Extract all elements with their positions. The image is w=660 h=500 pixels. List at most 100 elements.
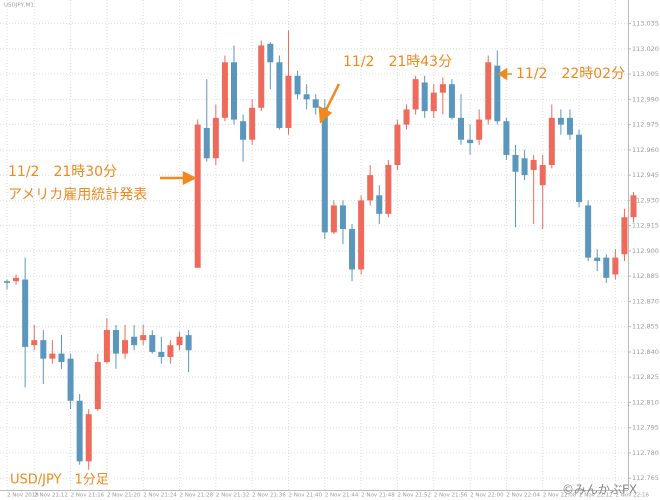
candle-body: [394, 124, 401, 166]
candle-body: [594, 257, 601, 261]
candle-body: [294, 75, 301, 95]
annotation: 11/2 21時43分: [343, 54, 452, 70]
candle-body: [94, 362, 101, 410]
x-tick-label: 2 Nov 21:44: [325, 493, 359, 499]
candle-body: [566, 117, 573, 135]
x-tick-label: 2 Nov 22:16: [615, 493, 649, 499]
y-tick-label: 112.885: [632, 272, 659, 280]
candle-body: [103, 330, 110, 363]
y-tick-label: 113.035: [632, 20, 659, 28]
arrow-head: [497, 67, 508, 81]
x-tick-label: 2 Nov 21:40: [288, 493, 322, 499]
x-tick-label: 2 Nov 21:24: [143, 493, 177, 499]
x-tick-label: 2 Nov 22:00: [470, 493, 504, 499]
candle-body: [185, 335, 192, 351]
symbol-info: USDJPY,M1: [4, 3, 34, 9]
candle-body: [548, 117, 555, 166]
candles: [4, 30, 637, 470]
y-tick-label: 112.900: [632, 247, 659, 255]
y-tick-label: 112.780: [632, 449, 659, 457]
x-tick-label: 2 Nov 22:04: [506, 493, 540, 499]
candle-body: [585, 205, 592, 258]
x-tick-label: 2 Nov 22:08: [543, 493, 577, 499]
candle-body: [458, 117, 464, 140]
candle-body: [376, 195, 383, 214]
annotation: 11/2 21時30分: [8, 164, 117, 180]
candle-body: [176, 336, 183, 346]
x-tick-label: 2 Nov 21:52: [397, 493, 431, 499]
candle-body: [267, 43, 274, 63]
candle-body: [122, 340, 129, 354]
arrows: [160, 67, 512, 186]
x-tick-label: 2 Nov 21:12: [34, 493, 68, 499]
candle-body: [140, 335, 147, 341]
candle-body: [321, 107, 328, 233]
y-tick-label: 112.765: [632, 474, 659, 482]
y-tick-label: 112.930: [632, 196, 659, 204]
candle-body: [258, 45, 265, 108]
y-tick-label: 112.840: [632, 348, 659, 356]
x-tick-label: 2 Nov 21:36: [252, 493, 286, 499]
candle-body: [31, 340, 38, 346]
caption: USD/JPY 1分足: [10, 473, 109, 488]
arrow-head: [182, 170, 197, 186]
candle-body: [448, 84, 455, 118]
y-tick-label: 112.870: [632, 297, 659, 305]
y-tick-label: 113.005: [632, 70, 659, 78]
candle-body: [158, 351, 165, 357]
candle-body: [312, 99, 319, 108]
candle-body: [149, 335, 156, 352]
candle-body: [131, 336, 138, 346]
x-tick-label: 2 Nov 21:48: [361, 493, 395, 499]
y-tick-label: 112.855: [632, 323, 659, 331]
candle-body: [58, 353, 65, 363]
x-tick-label: 2 Nov 21:32: [216, 493, 250, 499]
candle-body: [76, 400, 83, 462]
candle-body: [212, 117, 219, 159]
grid: [0, 0, 628, 490]
candle-body: [557, 117, 564, 125]
candle-body: [385, 165, 392, 214]
y-tick-label: 113.020: [632, 45, 659, 53]
candle-body: [67, 358, 74, 401]
arrow: [323, 83, 341, 113]
candle-body: [439, 84, 446, 93]
candle-body: [349, 229, 356, 270]
candle-body: [40, 340, 47, 359]
candle-body: [521, 158, 528, 176]
candle-body: [276, 62, 283, 128]
x-tick-label: 2 Nov 21:16: [71, 493, 105, 499]
candle-body: [22, 279, 29, 347]
y-tick-label: 112.975: [632, 121, 659, 129]
candle-body: [249, 107, 256, 140]
arrow-head: [318, 105, 333, 124]
x-tick-label: 2 Nov 22:12: [579, 493, 613, 499]
candle-body: [339, 205, 346, 230]
candle-body: [367, 175, 374, 201]
x-tick-label: 2 Nov 21:20: [107, 493, 141, 499]
candle-body: [358, 200, 365, 270]
candle-body: [303, 94, 310, 100]
candle-body: [485, 62, 492, 120]
candle-body: [4, 281, 10, 283]
candle-body: [13, 277, 20, 282]
candle-body: [612, 257, 619, 275]
candle-body: [512, 154, 519, 172]
candle-body: [49, 353, 56, 359]
x-tick-label: 2 Nov 2018: [7, 493, 39, 499]
candle-body: [330, 205, 337, 233]
x-tick-label: 2 Nov 21:56: [434, 493, 468, 499]
candle-body: [403, 109, 410, 125]
candle-body: [240, 121, 247, 140]
candle-body: [194, 124, 201, 268]
candle-body: [621, 217, 628, 255]
y-tick-label: 112.990: [632, 95, 659, 103]
candle-body: [221, 62, 228, 118]
candle-body: [231, 62, 237, 120]
annotation: 11/2 22時02分: [516, 66, 625, 82]
candle-body: [203, 127, 210, 159]
y-tick-label: 112.945: [632, 171, 659, 179]
candle-body: [476, 119, 483, 140]
